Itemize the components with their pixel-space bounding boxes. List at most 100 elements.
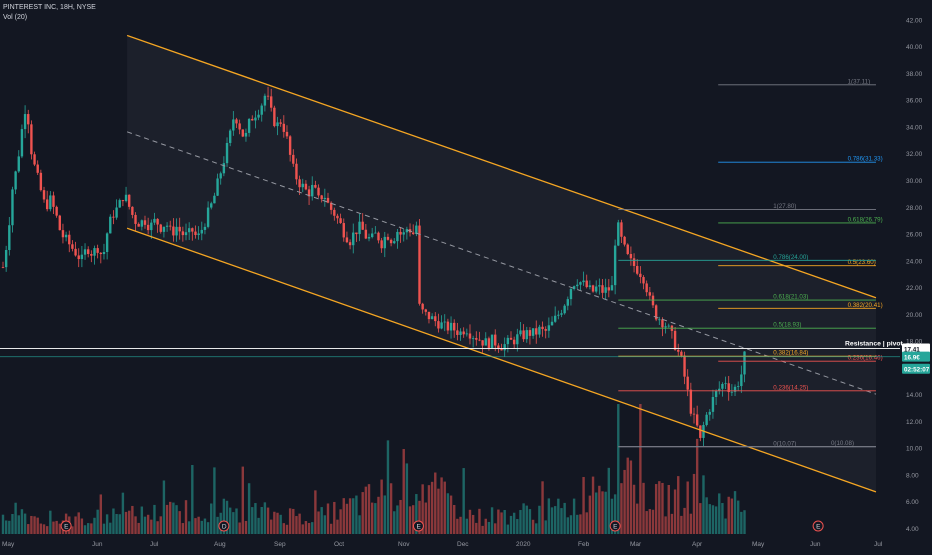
volume-bar xyxy=(285,524,289,534)
volume-bar xyxy=(654,484,658,534)
candle-body xyxy=(648,292,652,296)
candle-body xyxy=(128,194,131,207)
volume-bar xyxy=(579,514,582,534)
candle-body xyxy=(377,232,380,241)
candle-body xyxy=(320,195,323,200)
volume-bar xyxy=(134,516,137,534)
candle-body xyxy=(33,154,36,165)
y-tick-label: 28.00 xyxy=(906,205,923,212)
volume-bar xyxy=(140,506,144,534)
volume-bar xyxy=(550,507,554,534)
candle-body xyxy=(203,226,207,230)
candle-body xyxy=(683,355,686,377)
candle-body xyxy=(714,390,718,397)
candle-body xyxy=(591,285,595,292)
candle-body xyxy=(52,195,55,207)
volume-bar xyxy=(238,522,241,534)
candle-body xyxy=(295,163,298,180)
candle-body xyxy=(415,225,418,235)
volume-bar xyxy=(490,507,494,534)
candle-body xyxy=(131,206,134,215)
candle-body xyxy=(487,338,491,349)
fib-bottom-label: 0.382(16.84) xyxy=(773,350,808,357)
volume-bar xyxy=(374,503,377,534)
volume-bar xyxy=(393,511,396,534)
volume-bar xyxy=(282,523,286,534)
candle-body xyxy=(405,229,409,233)
volume-bar xyxy=(20,509,24,534)
volume-bar xyxy=(257,517,260,534)
volume-bar xyxy=(475,522,478,534)
volume-bar xyxy=(661,482,664,534)
volume-bar xyxy=(345,503,349,534)
candle-body xyxy=(348,242,352,246)
candle-body xyxy=(538,326,541,335)
volume-bar xyxy=(411,505,415,534)
volume-bar xyxy=(705,497,708,534)
candle-body xyxy=(367,237,371,239)
volume-bar xyxy=(427,485,431,534)
candle-body xyxy=(285,131,289,137)
candle-body xyxy=(146,224,150,231)
candle-body xyxy=(232,119,235,131)
candle-body xyxy=(1,267,5,268)
candle-body xyxy=(645,283,648,293)
y-tick-label: 8.00 xyxy=(906,472,919,479)
volume-bar xyxy=(487,521,491,534)
candle-body xyxy=(604,287,607,293)
y-tick-label: 30.00 xyxy=(906,178,923,185)
candle-body xyxy=(680,351,683,356)
volume-bar xyxy=(610,498,614,534)
fib-bottom-label: 0(10.08) xyxy=(831,440,854,447)
volume-bar xyxy=(137,522,140,534)
volume-bar xyxy=(383,495,386,534)
volume-bar xyxy=(336,519,339,534)
x-tick-label: Oct xyxy=(334,541,344,548)
volume-bar xyxy=(462,468,465,534)
candle-body xyxy=(181,231,185,236)
volume-bar xyxy=(591,476,595,534)
x-tick-label: Aug xyxy=(214,541,226,548)
volume-bar xyxy=(544,520,547,534)
volume-bar xyxy=(680,515,683,534)
candle-body xyxy=(323,197,327,200)
price-tag-label: 16.9€ xyxy=(904,355,920,362)
candle-body xyxy=(601,285,604,293)
volume-bar xyxy=(96,509,99,534)
volume-bar xyxy=(519,510,522,534)
volume-bar xyxy=(241,466,245,534)
volume-bar xyxy=(389,483,393,534)
volume-bar xyxy=(449,495,453,534)
y-tick-label: 38.00 xyxy=(906,71,923,78)
candle-body xyxy=(481,340,484,346)
candle-body xyxy=(292,154,295,164)
candle-body xyxy=(667,325,670,327)
candle-body xyxy=(358,221,361,235)
volume-bar xyxy=(203,518,207,534)
volume-bar xyxy=(670,513,674,534)
candle-body xyxy=(620,222,623,237)
volume-bar xyxy=(27,524,30,534)
candle-body xyxy=(509,337,513,340)
candle-body xyxy=(623,236,626,245)
candle-body xyxy=(311,184,314,197)
candle-body xyxy=(430,316,434,320)
candle-body xyxy=(219,173,222,179)
volume-bar xyxy=(535,523,538,534)
candle-body xyxy=(228,130,232,143)
volume-bar xyxy=(181,523,185,534)
candle-body xyxy=(260,105,263,115)
volume-bar xyxy=(288,508,292,534)
volume-bar xyxy=(503,509,506,534)
candle-body xyxy=(153,218,156,223)
event-badge-label: D xyxy=(222,524,227,531)
candle-body xyxy=(30,124,33,155)
candle-body xyxy=(478,339,481,341)
volume-bar xyxy=(52,521,55,534)
y-tick-label: 32.00 xyxy=(906,151,923,158)
volume-bar xyxy=(509,515,513,534)
y-tick-label: 26.00 xyxy=(906,232,923,239)
horizontal-level-label: Resistance | pivot xyxy=(845,341,904,348)
